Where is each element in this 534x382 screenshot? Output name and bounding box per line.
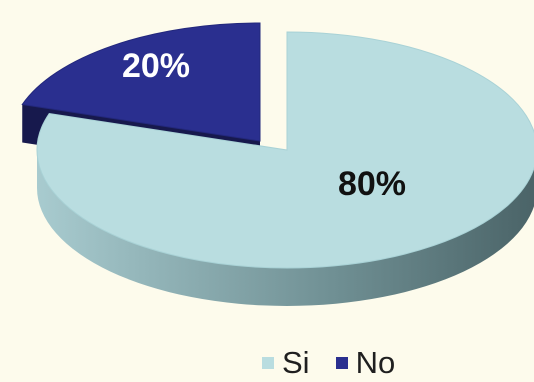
data-label-no: 20%	[122, 47, 190, 85]
legend-item-si: Si	[262, 345, 310, 381]
pie-chart-svg: 80% 20%	[21, 22, 534, 306]
legend-item-no: No	[335, 345, 396, 381]
legend-label-si: Si	[282, 345, 310, 380]
pie-top-no	[21, 22, 261, 142]
legend-label-no: No	[355, 345, 396, 380]
data-label-si: 80%	[338, 165, 406, 203]
legend-swatch-si	[262, 357, 274, 369]
pie-slice-si	[36, 31, 534, 306]
legend-swatch-no	[335, 357, 348, 369]
pie-side-si	[37, 150, 534, 306]
legend: Si No	[262, 344, 395, 382]
pie-top-si	[36, 31, 534, 269]
